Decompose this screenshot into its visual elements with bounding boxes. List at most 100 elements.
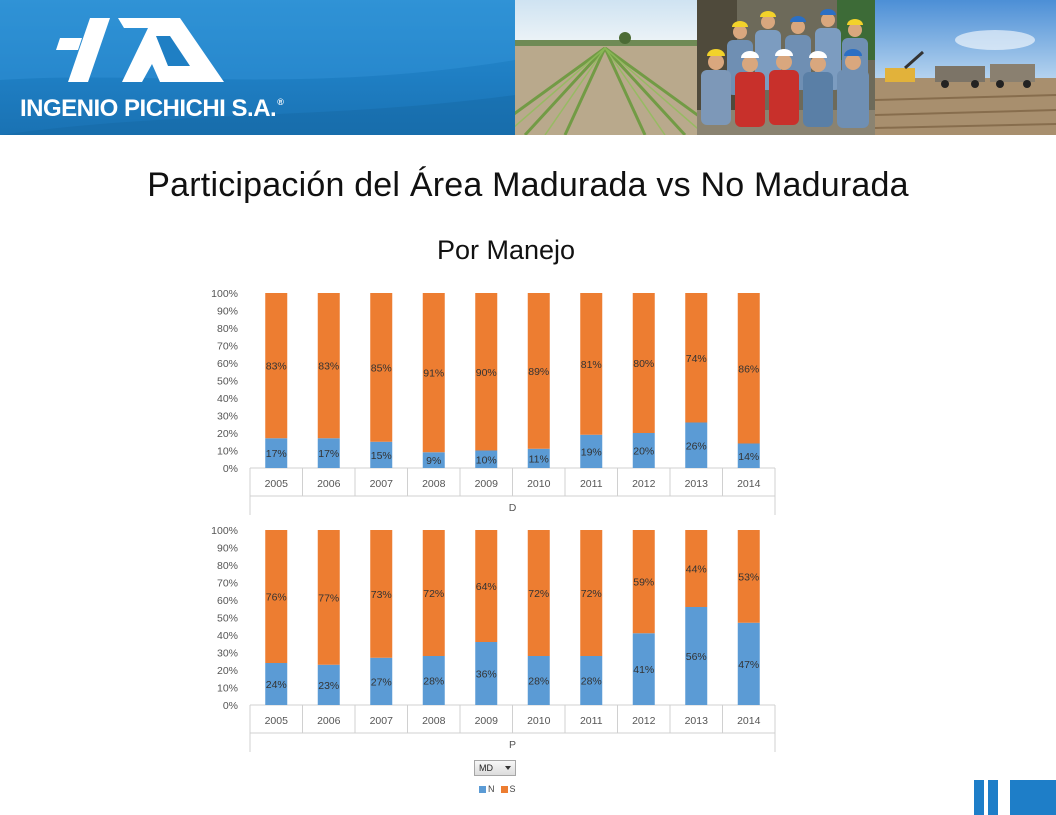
corner-bar [1010, 780, 1056, 815]
data-label-s: 74% [686, 353, 707, 365]
header-banner: INGENIO PICHICHI S.A.® [0, 0, 1056, 135]
y-tick-label: 50% [217, 376, 238, 388]
bar-segment-s [632, 530, 655, 634]
bar-segment-n [685, 422, 708, 468]
bar-segment-n [422, 452, 445, 468]
x-tick-label: 2013 [685, 478, 709, 490]
x-tick-label: 2007 [370, 715, 394, 727]
bar-segment-n [527, 656, 550, 705]
data-label-n: 26% [686, 440, 707, 452]
x-tick-label: 2011 [580, 478, 603, 490]
corner-bar [974, 780, 984, 815]
bar-segment-n [370, 441, 393, 468]
data-label-s: 90% [476, 367, 497, 379]
data-label-n: 47% [738, 659, 759, 671]
data-label-s: 77% [318, 592, 339, 604]
data-label-n: 56% [686, 651, 707, 663]
data-label-s: 83% [318, 361, 339, 373]
bar-segment-n [527, 448, 550, 468]
legend-swatch-s [500, 785, 508, 793]
data-label-s: 72% [528, 588, 549, 600]
bar-segment-s [475, 293, 498, 451]
bar-segment-n [580, 656, 603, 705]
data-label-n: 28% [423, 676, 444, 688]
data-label-s: 44% [686, 564, 707, 576]
legend-swatch-n [479, 785, 486, 793]
data-label-s: 80% [633, 358, 654, 370]
data-label-n: 41% [633, 664, 654, 676]
data-label-s: 89% [528, 366, 549, 378]
y-tick-label: 0% [223, 463, 238, 475]
data-label-s: 64% [476, 581, 497, 593]
x-tick-label: 2011 [580, 715, 603, 727]
workers-photo [697, 0, 875, 135]
data-label-s: 81% [581, 359, 602, 371]
bar-segment-n [737, 443, 760, 468]
bar-segment-n [265, 663, 288, 705]
harvest-photo [875, 0, 1056, 135]
y-tick-label: 0% [223, 700, 238, 712]
bar-segment-s [580, 530, 603, 656]
legend-label-s: S [509, 784, 516, 794]
data-label-n: 20% [633, 446, 654, 458]
data-label-s: 53% [738, 571, 759, 583]
brand-panel: INGENIO PICHICHI S.A.® [0, 0, 515, 135]
bar-segment-n [737, 622, 760, 705]
data-label-s: 72% [423, 588, 444, 600]
bar-segment-s [265, 530, 288, 663]
bar-segment-s [475, 530, 498, 642]
y-tick-label: 30% [217, 648, 238, 660]
bar-segment-n [580, 434, 603, 468]
x-tick-label: 2005 [265, 478, 289, 490]
bar-segment-s [422, 530, 445, 656]
bar-segment-s [685, 293, 708, 423]
company-name-text: INGENIO PICHICHI S.A. [20, 95, 277, 122]
bar-segment-s [422, 293, 445, 453]
bar-segment-n [370, 657, 393, 705]
dropdown-arrow-icon[interactable] [505, 766, 511, 770]
x-tick-label: 2014 [737, 478, 761, 490]
y-tick-label: 20% [217, 428, 238, 440]
data-label-n: 19% [581, 446, 602, 458]
x-tick-label: 2012 [632, 478, 656, 490]
bar-segment-n [317, 438, 340, 468]
x-tick-label: 2013 [685, 715, 709, 727]
bar-segment-s [685, 530, 708, 607]
x-axis-title: D [509, 502, 517, 514]
y-tick-label: 80% [217, 560, 238, 572]
legend-item-s: S [500, 783, 516, 795]
bar-segment-s [527, 293, 550, 449]
y-tick-label: 30% [217, 411, 238, 423]
y-tick-label: 60% [217, 358, 238, 370]
x-tick-label: 2009 [475, 715, 499, 727]
bar-segment-n [475, 450, 498, 468]
data-label-s: 83% [266, 361, 287, 373]
data-label-n: 28% [528, 676, 549, 688]
field-photo [515, 0, 697, 135]
data-label-n: 10% [476, 454, 497, 466]
pivot-filter-dropdown[interactable]: MD [474, 760, 516, 776]
x-tick-label: 2006 [317, 715, 341, 727]
bar-segment-n [317, 664, 340, 705]
legend-item-n: N [479, 783, 495, 795]
bar-segment-s [632, 293, 655, 433]
y-tick-label: 10% [217, 446, 238, 458]
data-label-n: 27% [371, 676, 392, 688]
data-label-s: 72% [581, 588, 602, 600]
data-label-n: 17% [266, 448, 287, 460]
bar-segment-n [265, 438, 288, 468]
data-label-n: 14% [738, 451, 759, 463]
y-tick-label: 50% [217, 613, 238, 625]
bar-segment-s [265, 293, 288, 439]
y-tick-label: 70% [217, 341, 238, 353]
y-tick-label: 20% [217, 665, 238, 677]
bar-segment-s [737, 530, 760, 623]
y-tick-label: 100% [211, 525, 238, 537]
x-tick-label: 2010 [527, 478, 551, 490]
data-label-s: 86% [738, 363, 759, 375]
x-tick-label: 2012 [632, 715, 656, 727]
bar-segment-s [370, 530, 393, 658]
bar-segment-s [737, 293, 760, 444]
x-tick-label: 2005 [265, 715, 289, 727]
chart-p-svg: 0% 10% 20% 30% 40% 50% 60% 70% 80% 90% 100% 24% 76% 2… [211, 525, 776, 752]
